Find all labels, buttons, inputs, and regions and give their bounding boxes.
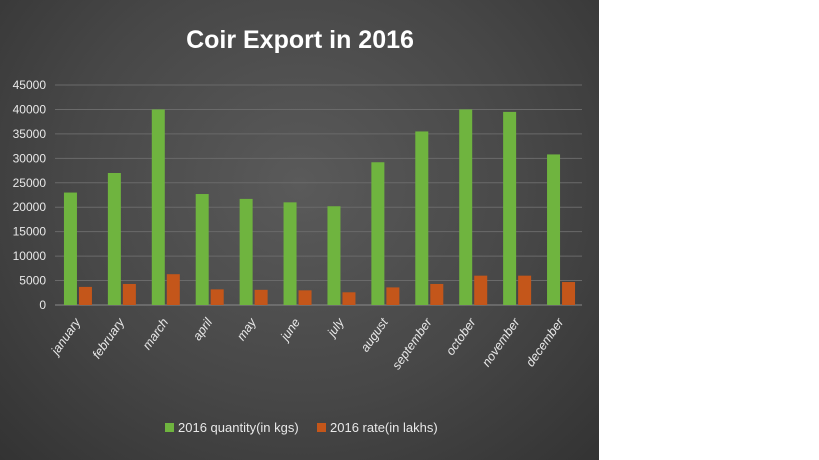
- y-tick-label: 35000: [13, 127, 47, 141]
- bar-quantity: [283, 202, 297, 305]
- bar-quantity: [63, 192, 77, 305]
- bar-quantity: [503, 111, 517, 305]
- chart-title: Coir Export in 2016: [186, 26, 414, 54]
- chart-panel: Coir Export in 2016 0 5000 10000 15000 20000…: [0, 0, 599, 460]
- legend-label-quantity: 2016 quantity(in kgs): [178, 420, 299, 435]
- y-tick-label: 10000: [13, 249, 47, 263]
- bar-rate: [342, 292, 356, 305]
- x-tick-label: november: [479, 315, 523, 369]
- y-tick-label: 20000: [13, 200, 47, 214]
- y-tick-label: 15000: [13, 225, 47, 239]
- bar-quantity: [327, 206, 341, 305]
- x-tick-label: april: [190, 315, 216, 343]
- x-tick-label: june: [277, 316, 303, 345]
- bar-quantity: [107, 173, 121, 305]
- bar-rate: [562, 282, 576, 305]
- x-tick-label: december: [523, 315, 567, 369]
- x-axis: january february march april may june july augu…: [47, 315, 567, 372]
- bar-rate: [474, 275, 488, 305]
- bar-quantity: [151, 109, 165, 305]
- y-axis: 0 5000 10000 15000 20000 25000 30000 35000 40000…: [13, 78, 47, 312]
- x-tick-label: january: [47, 315, 84, 359]
- x-tick-label: september: [389, 315, 435, 372]
- x-tick-label: march: [140, 316, 171, 353]
- bar-rate: [166, 274, 180, 305]
- bar-quantity: [371, 162, 385, 305]
- legend-swatch-quantity: [165, 423, 174, 432]
- bar-rate: [210, 289, 224, 305]
- bar-rate: [518, 275, 532, 305]
- y-tick-label: 25000: [13, 176, 47, 190]
- bar-quantity: [415, 131, 429, 305]
- bar-rate: [78, 286, 92, 305]
- bars: [63, 109, 576, 305]
- grid-lines: [55, 84, 582, 306]
- y-tick-label: 5000: [19, 274, 46, 288]
- x-tick-label: february: [90, 315, 128, 361]
- x-tick-label: may: [234, 315, 259, 343]
- bar-quantity: [547, 154, 561, 305]
- x-tick-label: october: [443, 315, 479, 358]
- y-tick-label: 45000: [13, 78, 47, 92]
- bar-chart: Coir Export in 2016 0 5000 10000 15000 20000…: [12, 26, 582, 435]
- bar-rate: [254, 289, 268, 305]
- x-tick-label: august: [358, 315, 391, 354]
- legend-label-rate: 2016 rate(in lakhs): [330, 420, 438, 435]
- legend-swatch-rate: [317, 423, 326, 432]
- bar-rate: [386, 287, 400, 305]
- y-tick-label: 0: [39, 298, 46, 312]
- bar-rate: [122, 283, 136, 305]
- bar-rate: [298, 290, 312, 305]
- x-tick-label: july: [324, 315, 348, 341]
- y-tick-label: 40000: [13, 102, 47, 116]
- bar-quantity: [459, 109, 473, 305]
- legend: 2016 quantity(in kgs) 2016 rate(in lakhs…: [165, 420, 438, 435]
- y-tick-label: 30000: [13, 151, 47, 165]
- bar-rate: [430, 283, 444, 305]
- bar-quantity: [239, 198, 253, 305]
- bar-quantity: [195, 194, 209, 305]
